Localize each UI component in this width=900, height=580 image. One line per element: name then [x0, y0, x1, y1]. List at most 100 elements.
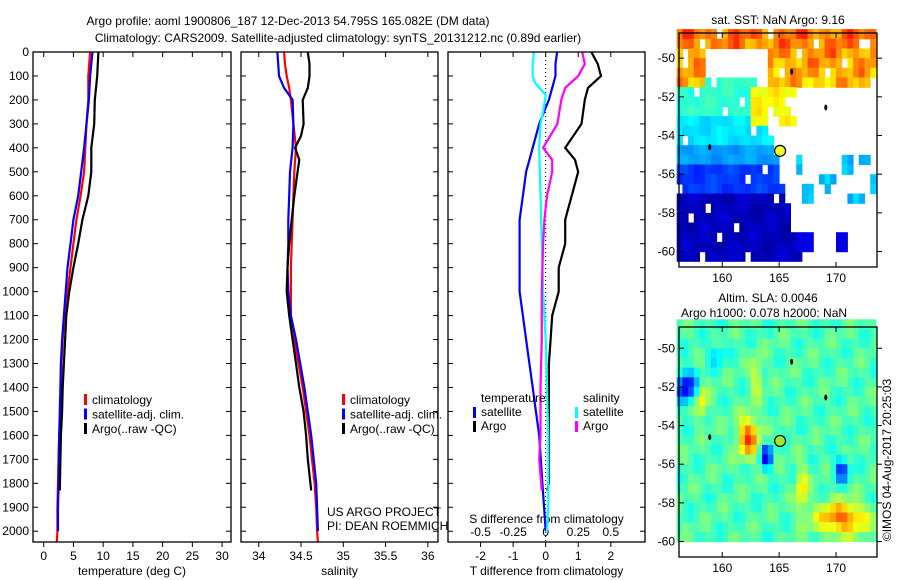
y-tick-label: 1900 — [2, 500, 29, 514]
map-cell — [841, 29, 848, 40]
map-cell — [779, 348, 786, 359]
map-cell — [779, 58, 786, 69]
map-cell — [699, 386, 706, 398]
map-cell — [745, 415, 752, 427]
lat-tick-label: -60 — [658, 535, 676, 549]
map-cell — [767, 522, 774, 533]
map-cell — [710, 444, 718, 456]
map-cell — [836, 483, 843, 494]
map-cell — [705, 145, 712, 156]
map-cell — [699, 87, 706, 98]
map-cell — [841, 502, 848, 514]
map-cell — [682, 174, 689, 185]
lat-tick-label: -60 — [658, 245, 676, 259]
map-cell — [841, 483, 848, 494]
map-cell — [813, 425, 820, 436]
map-cell — [796, 522, 803, 533]
map-cell — [745, 87, 752, 98]
map-cell — [836, 67, 843, 79]
map-cell — [739, 512, 746, 523]
lon-tick-label: 160 — [712, 271, 732, 285]
map-cell — [756, 222, 763, 233]
y-tick-label: 0 — [22, 45, 29, 59]
map-cell — [864, 67, 871, 79]
map-cell — [693, 154, 700, 166]
map-cell — [830, 425, 837, 436]
x-axis-label: T difference from climatology — [470, 564, 624, 578]
map-cell — [853, 319, 860, 330]
map-cell — [716, 116, 723, 127]
map-cell — [830, 493, 837, 504]
map-cell — [699, 338, 706, 349]
map-cell — [830, 512, 837, 523]
map-cell — [790, 338, 797, 349]
map-cell — [847, 328, 854, 340]
map-cell — [739, 232, 746, 243]
map-cell — [841, 377, 848, 388]
series-climatology — [55, 51, 92, 543]
map-cell — [784, 67, 791, 79]
map-cell — [756, 174, 763, 185]
map-cell — [836, 377, 843, 388]
map-cell — [745, 425, 752, 436]
legend-label: Argo — [481, 419, 507, 433]
map-cell — [699, 483, 706, 494]
legend-label: satellite-adj. clim. — [350, 408, 442, 422]
map-cell — [716, 193, 723, 204]
map-cell — [756, 251, 763, 262]
map-cell — [722, 203, 729, 214]
map-cell — [716, 444, 723, 456]
map-cell — [750, 106, 757, 117]
map-cell — [841, 454, 848, 465]
map-cell — [813, 473, 820, 485]
map-cell — [693, 125, 700, 137]
map-cell — [858, 58, 865, 69]
map-cell — [807, 473, 814, 485]
map-cell — [710, 164, 718, 175]
map-cell — [807, 338, 814, 349]
map-cell — [847, 425, 854, 436]
map-cell — [767, 164, 774, 175]
map-cell — [693, 174, 700, 185]
map-cell — [722, 473, 729, 485]
map-cell — [682, 502, 689, 514]
map-cell — [870, 174, 877, 185]
map-cell — [688, 502, 695, 514]
map-cell — [750, 464, 757, 475]
map-cell — [767, 174, 774, 185]
map-cell — [790, 251, 797, 262]
map-cell — [688, 319, 695, 330]
map-cell — [716, 435, 723, 446]
map-cell — [773, 174, 780, 185]
map-cell — [784, 454, 791, 465]
x2-tick-label: 0.25 — [567, 525, 591, 539]
legend-header-salinity: salinity — [583, 391, 620, 405]
legend-swatch — [342, 394, 345, 405]
map-cell — [784, 203, 791, 214]
map-cell — [853, 38, 860, 50]
map-cell — [779, 454, 786, 465]
map-cell — [836, 367, 843, 378]
map-cell — [864, 531, 871, 543]
map-cell — [762, 338, 769, 349]
map-cell — [762, 328, 769, 340]
map-cell — [727, 212, 735, 224]
map-cell — [716, 125, 723, 137]
map-cell — [710, 512, 718, 523]
map-cell — [790, 522, 797, 533]
map-cell — [773, 29, 780, 40]
map-cell — [773, 406, 780, 417]
map-cell — [722, 396, 729, 407]
legend-header-temperature: temperature — [481, 391, 546, 405]
lat-tick-label: -52 — [658, 380, 676, 394]
map-cell — [745, 328, 752, 340]
map-cell — [762, 415, 769, 427]
map-cell — [773, 203, 780, 214]
map-cell — [767, 444, 774, 456]
map-cell — [745, 164, 752, 175]
map-cell — [727, 386, 735, 398]
map-cell — [762, 386, 769, 398]
map-cell — [801, 58, 809, 69]
map-cell — [705, 454, 712, 465]
map-cell — [864, 464, 871, 475]
